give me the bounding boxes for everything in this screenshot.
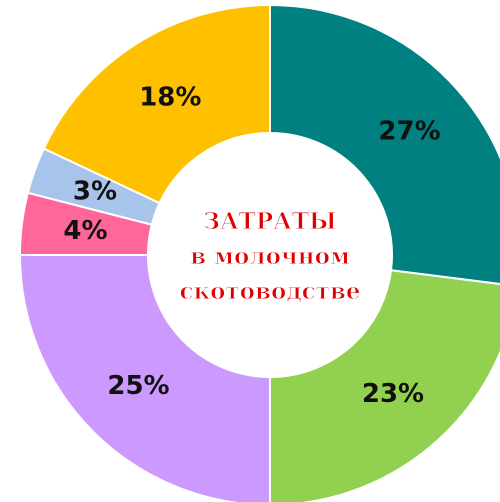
value-label: 4%: [63, 216, 107, 246]
chart-title: скотоводстве: [179, 278, 360, 305]
slice: [269, 269, 500, 502]
value-label: 23%: [362, 379, 424, 409]
value-label: 18%: [139, 82, 201, 112]
value-label: 3%: [73, 176, 117, 206]
value-label: 25%: [107, 371, 169, 401]
value-label: 27%: [378, 116, 440, 146]
chart-title: в молочном: [190, 243, 350, 270]
slice: [269, 3, 500, 286]
slice: [18, 254, 271, 502]
chart-title: ЗАТРАТЫ: [203, 208, 336, 235]
slice: [42, 3, 271, 205]
